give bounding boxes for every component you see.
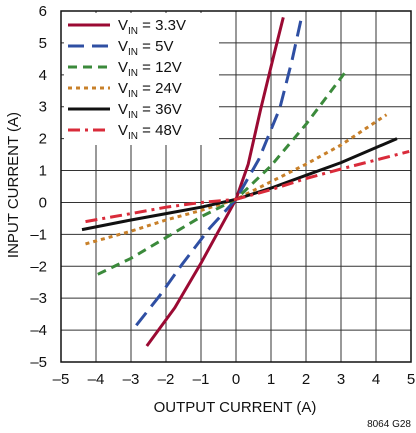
x-tick-label: 5 bbox=[407, 371, 415, 388]
y-tick-label: –2 bbox=[30, 258, 47, 275]
legend-label: VIN = 3.3V bbox=[118, 17, 186, 37]
x-tick-label: –2 bbox=[158, 371, 175, 388]
x-axis-title: OUTPUT CURRENT (A) bbox=[154, 399, 317, 416]
x-tick-label: –3 bbox=[123, 371, 140, 388]
x-tick-label: 1 bbox=[267, 371, 275, 388]
series-line bbox=[135, 20, 303, 327]
x-tick-label: 3 bbox=[337, 371, 345, 388]
x-tick-label: –1 bbox=[193, 371, 210, 388]
series-line bbox=[85, 113, 388, 246]
series-lines bbox=[81, 17, 410, 347]
x-tick-label: –5 bbox=[53, 371, 70, 388]
legend-label: VIN = 36V bbox=[118, 101, 182, 121]
x-tick-label: 0 bbox=[232, 371, 240, 388]
y-tick-label: 4 bbox=[39, 67, 47, 84]
y-tick-label: 0 bbox=[39, 194, 47, 211]
plot-border bbox=[60, 10, 412, 363]
y-tick-label: 2 bbox=[39, 131, 47, 148]
legend-background bbox=[64, 13, 219, 145]
y-tick-label: 6 bbox=[39, 3, 47, 20]
y-axis-title: INPUT CURRENT (A) bbox=[5, 112, 22, 258]
series-line bbox=[97, 72, 346, 276]
x-tick-label: 4 bbox=[372, 371, 380, 388]
tick-labels: –5 –4 –3 –2 –1 0 1 2 3 4 5 –5 –4 –3 –2 –1 0 1 2 3 4 5 6 bbox=[30, 3, 415, 388]
plot-frame bbox=[60, 10, 412, 363]
series-line bbox=[81, 137, 398, 232]
legend-label: VIN = 48V bbox=[118, 122, 182, 142]
y-tick-label: –3 bbox=[30, 290, 47, 307]
legend-label: VIN = 12V bbox=[118, 59, 182, 79]
y-tick-label: –5 bbox=[30, 354, 47, 371]
y-tick-label: –1 bbox=[30, 226, 47, 243]
y-tick-label: –4 bbox=[30, 322, 47, 339]
legend-label: VIN = 24V bbox=[118, 80, 182, 100]
x-tick-label: 2 bbox=[302, 371, 310, 388]
legend-label: VIN = 5V bbox=[118, 38, 173, 58]
y-tick-label: 3 bbox=[39, 99, 47, 116]
series-line bbox=[85, 149, 410, 224]
x-tick-label: –4 bbox=[88, 371, 105, 388]
figure-id: 8064 G28 bbox=[367, 419, 411, 430]
y-tick-label: 5 bbox=[39, 35, 47, 52]
y-tick-label: 1 bbox=[39, 163, 47, 180]
